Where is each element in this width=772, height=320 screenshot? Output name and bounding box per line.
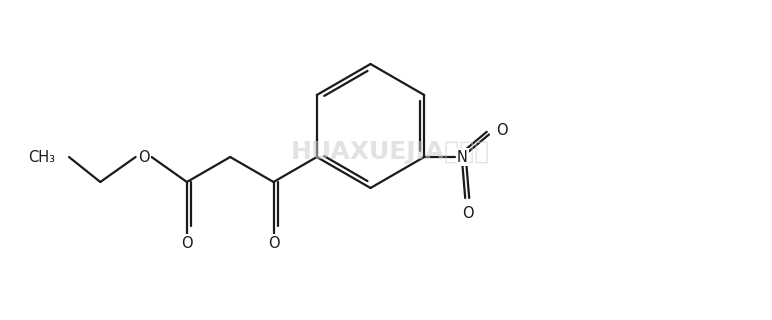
Text: HUAXUEJIA化学机: HUAXUEJIA化学机 <box>290 140 489 164</box>
Text: O: O <box>181 236 193 251</box>
Text: O: O <box>496 123 508 138</box>
Text: CH₃: CH₃ <box>28 149 55 164</box>
Text: O: O <box>268 236 279 251</box>
Text: O: O <box>462 206 474 221</box>
Text: N: N <box>457 149 468 164</box>
Text: O: O <box>137 149 150 164</box>
